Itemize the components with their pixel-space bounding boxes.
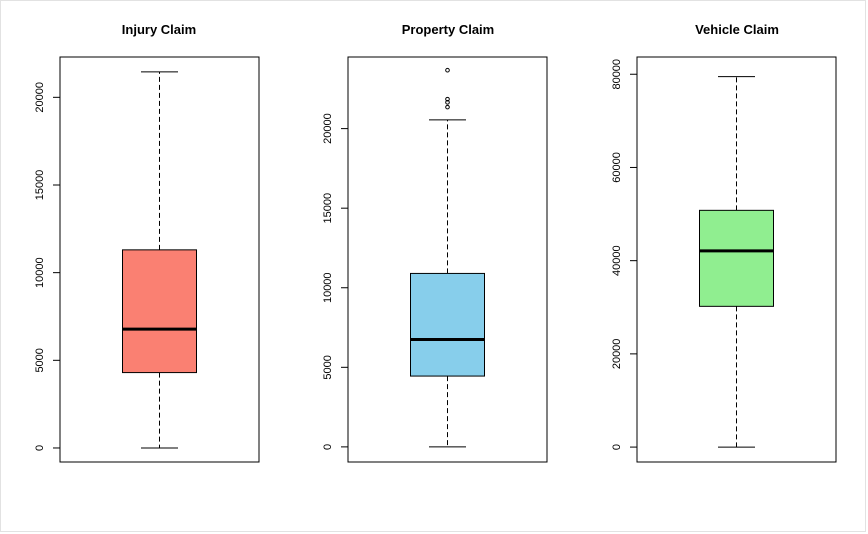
y-tick-label: 10000	[34, 257, 46, 288]
y-tick-label: 20000	[322, 113, 334, 144]
y-tick-label: 20000	[34, 82, 46, 113]
plot-frame	[59, 56, 260, 463]
outlier-point	[445, 104, 450, 110]
y-tick-label: 0	[322, 444, 334, 450]
iqr-box	[699, 209, 774, 307]
y-tick-label: 0	[34, 445, 46, 451]
chart-title: Vehicle Claim	[695, 22, 779, 37]
y-tick-label: 10000	[322, 272, 334, 303]
chart-title: Property Claim	[402, 22, 494, 37]
y-tick-label: 5000	[34, 348, 46, 372]
chart-title: Injury Claim	[122, 22, 196, 37]
iqr-box	[410, 272, 485, 377]
y-tick-label: 60000	[611, 152, 623, 183]
plot-frame	[347, 56, 548, 463]
iqr-box	[122, 249, 197, 374]
y-tick-label: 0	[611, 444, 623, 450]
plot-frame	[636, 56, 837, 463]
panel-property-claim: Property Claim 0 5000 10000 15000 20000	[322, 22, 548, 463]
y-tick-label: 5000	[322, 355, 334, 379]
outlier-point	[445, 67, 450, 73]
y-tick-label: 20000	[611, 339, 623, 370]
y-tick-label: 80000	[611, 59, 623, 90]
panel-vehicle-claim: Vehicle Claim 0 20000 40000 60000 80000	[611, 22, 837, 463]
outlier-point	[445, 96, 450, 102]
y-tick-label: 15000	[322, 193, 334, 224]
y-tick-label: 15000	[34, 170, 46, 201]
panel-injury-claim: Injury Claim 0 5000 10000 15000 20000	[34, 22, 260, 463]
y-tick-label: 40000	[611, 245, 623, 276]
